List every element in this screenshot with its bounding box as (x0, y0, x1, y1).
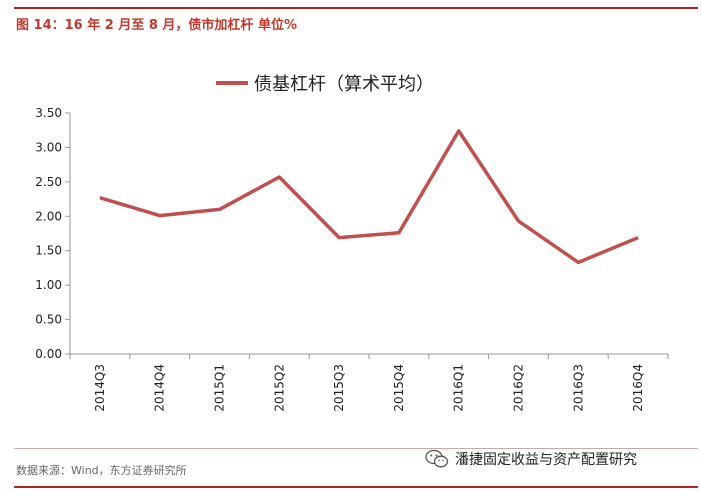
x-tick-label: 2015Q4 (392, 364, 406, 412)
x-tick-label: 2014Q3 (93, 364, 107, 412)
legend-label: 债基杠杆（算术平均） (254, 74, 434, 95)
x-ticks: 2014Q3 2014Q4 2015Q1 2015Q2 2015Q3 2015Q4 2016… (69, 354, 669, 412)
y-tick-label: 0.00 (35, 347, 62, 361)
wechat-icon (425, 449, 449, 468)
watermark-text: 潘捷固定收益与资产配置研究 (455, 452, 637, 468)
y-tick-label: 3.00 (35, 140, 62, 154)
legend: 债基杠杆（算术平均） (216, 74, 434, 95)
footer-rule (14, 448, 698, 449)
y-tick-label: 3.50 (35, 106, 62, 120)
line-chart: 债基杠杆（算术平均） 0.00 0.50 1.00 1.50 2.00 2.50 3.00 3… (35, 74, 669, 412)
series-line (99, 129, 639, 265)
y-ticks: 0.00 0.50 1.00 1.50 2.00 2.50 3.00 3.50 (35, 106, 70, 361)
y-tick-label: 0.50 (35, 313, 62, 327)
x-tick-label: 2014Q4 (153, 364, 167, 412)
y-tick-label: 1.00 (35, 278, 62, 292)
top-rule (14, 7, 698, 9)
x-tick-label: 2015Q2 (272, 364, 286, 412)
x-tick-label: 2015Q1 (213, 364, 227, 412)
wechat-watermark: 潘捷固定收益与资产配置研究 (425, 449, 637, 469)
y-tick-label: 1.50 (35, 244, 62, 258)
x-tick-label: 2016Q4 (631, 364, 645, 412)
x-tick-label: 2016Q1 (452, 364, 466, 412)
x-tick-label: 2015Q3 (332, 364, 346, 412)
y-tick-label: 2.50 (35, 175, 62, 189)
figure-title: 图 14：16 年 2 月至 8 月，债市加杠杆 单位% (16, 18, 297, 33)
source-note: 数据来源：Wind，东方证券研究所 (16, 464, 187, 477)
y-tick-label: 2.00 (35, 209, 62, 223)
x-tick-label: 2016Q2 (512, 364, 526, 412)
bottom-rule (14, 486, 698, 488)
x-tick-label: 2016Q3 (571, 364, 585, 412)
